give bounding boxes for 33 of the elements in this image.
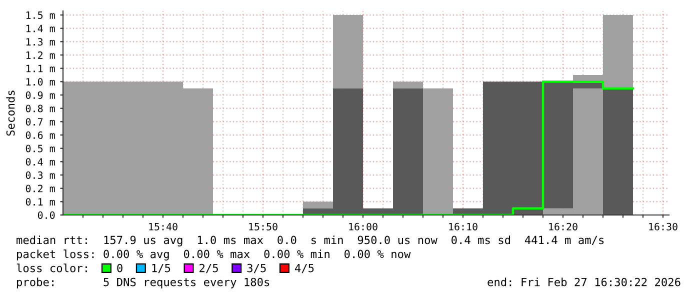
text: end: Fri Feb 27 16:30:22 2026	[488, 278, 680, 286]
x-tick-label: 15:50	[249, 222, 278, 230]
legend-label: 2/5	[200, 264, 218, 274]
y-tick-label: 0.5 m	[26, 144, 55, 152]
y-tick-label: 1.1 m	[26, 64, 55, 72]
y-tick-label: 0.4 m	[26, 158, 55, 166]
y-tick-label: 1.2 m	[26, 51, 55, 59]
legend-label: 1/5	[152, 264, 170, 274]
y-tick-label: 1.4 m	[26, 24, 55, 32]
legend-label: 4/5	[295, 264, 314, 274]
x-tick-label: 15:40	[149, 222, 178, 230]
y-tick-label: 1.5 m	[26, 12, 55, 19]
y-tick-label: 0.0	[38, 211, 55, 219]
x-tick-label: 16:10	[449, 222, 478, 230]
y-tick-label: 1.0 m	[26, 78, 55, 86]
y-tick-label: 0.6 m	[26, 131, 55, 139]
y-tick-label: 0.8 m	[26, 104, 55, 112]
x-tick-label: 16:20	[549, 222, 578, 230]
y-axis-title: Seconds	[6, 90, 15, 136]
y-tick-label: 0.7 m	[26, 118, 55, 126]
y-tick-label: 0.9 m	[26, 91, 55, 99]
text: packet loss: 0.00 % avg 0.00 % max 0.00 % min 0.00 % now	[17, 250, 411, 260]
y-tick-label: 0.3 m	[26, 171, 55, 179]
x-tick-label: 16:00	[349, 222, 378, 230]
text: median rtt: 157.9 us avg 1.0 ms max 0.0 s min 950.0 us now 0.4 ms sd 441.4 m am/s	[16, 236, 604, 246]
y-tick-label: 1.3 m	[26, 38, 55, 46]
x-tick-label: 16:30	[649, 222, 678, 230]
legend-title: loss color:	[16, 264, 87, 272]
y-tick-label: 0.1 m	[26, 198, 55, 206]
legend-label: 3/5	[247, 264, 266, 274]
text: probe: 5 DNS requests every 180s	[17, 278, 270, 288]
y-tick-label: 0.2 m	[26, 184, 55, 192]
legend-label: 0	[117, 264, 122, 272]
